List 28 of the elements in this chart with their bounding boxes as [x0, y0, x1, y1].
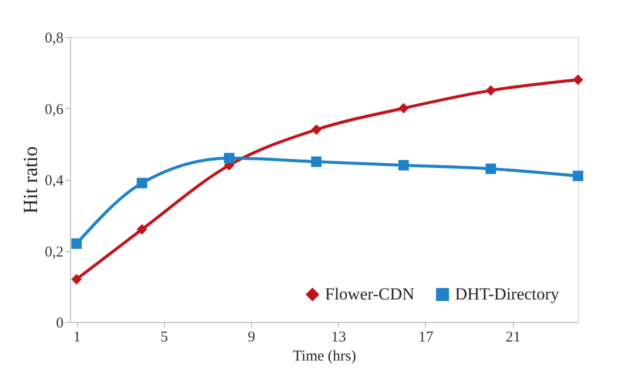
point — [486, 85, 496, 96]
point — [572, 170, 584, 182]
x-tick-label: 13 — [331, 330, 346, 346]
legend-label: DHT-Directory — [455, 284, 560, 304]
point — [136, 224, 148, 235]
x-tick-label: 17 — [418, 330, 434, 346]
x-tick-label: 9 — [248, 330, 256, 346]
y-axis-title: Hit ratio — [20, 146, 42, 214]
point — [224, 152, 234, 164]
point — [136, 178, 148, 188]
point — [71, 274, 82, 284]
point — [398, 103, 409, 114]
point — [486, 164, 496, 174]
x-tick-label: 21 — [506, 330, 521, 346]
point — [311, 156, 322, 167]
x-tick-label: 5 — [160, 330, 168, 346]
y-tick-label: 0,2 — [44, 244, 64, 260]
point — [398, 160, 409, 170]
point — [572, 74, 584, 85]
y-tick-label: 0 — [56, 316, 64, 332]
legend-label: Flower-CDN — [325, 284, 414, 304]
y-tick-label: 0,4 — [44, 173, 64, 189]
x-tick-label: 1 — [73, 330, 81, 346]
y-tick-label: 0,8 — [44, 30, 64, 46]
point — [311, 124, 322, 135]
x-axis-title: Time (hrs) — [292, 348, 356, 364]
y-tick-label: 0,6 — [44, 102, 64, 118]
point — [71, 238, 82, 249]
